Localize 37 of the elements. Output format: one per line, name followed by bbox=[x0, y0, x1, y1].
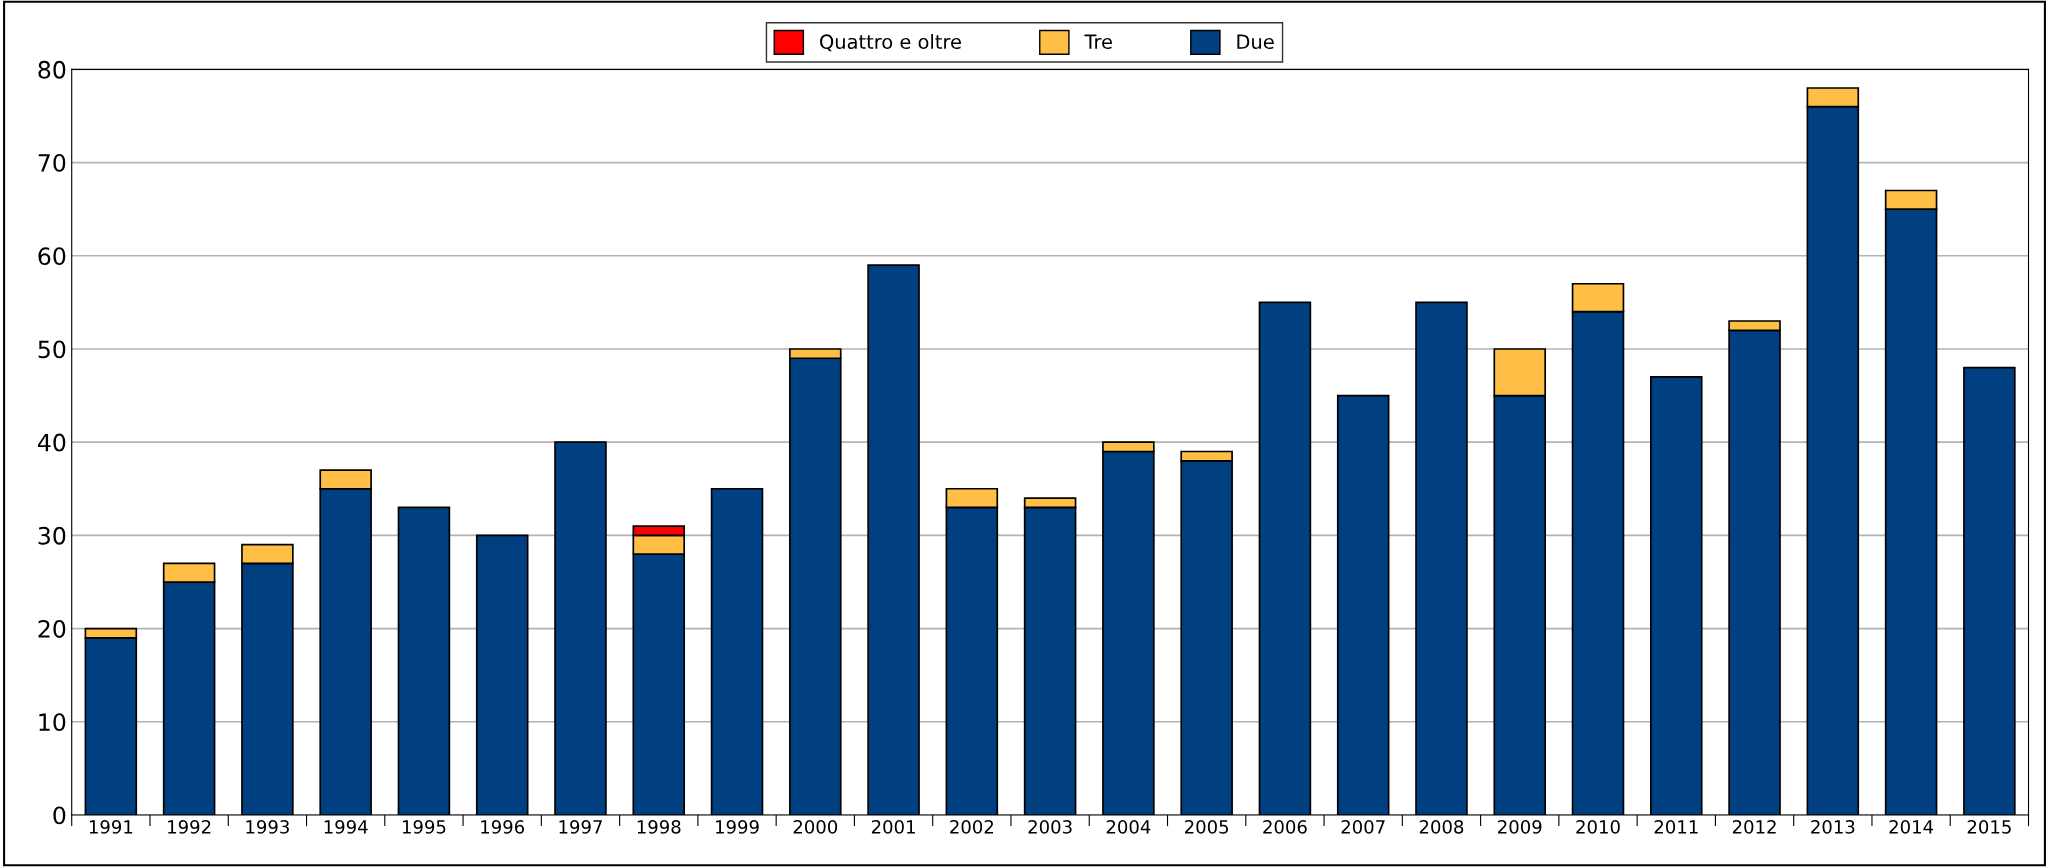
x-tick-label: 2010 bbox=[1576, 820, 1620, 834]
legend-label: Quattro e oltre bbox=[820, 34, 961, 52]
x-tick-label: 2006 bbox=[1263, 820, 1307, 834]
x-tick-label: 2000 bbox=[793, 820, 838, 834]
y-tick-label: 0 bbox=[53, 806, 66, 825]
x-tick-label: 2002 bbox=[950, 820, 994, 834]
y-tick-label: 70 bbox=[38, 154, 66, 172]
y-tick-label: 40 bbox=[37, 433, 66, 452]
x-tick-label: 2008 bbox=[1419, 820, 1464, 834]
x-tick-label: 2001 bbox=[871, 820, 915, 834]
x-tick-label: 2004 bbox=[1106, 820, 1151, 834]
x-tick-label: 2009 bbox=[1498, 820, 1542, 834]
x-tick-label: 1993 bbox=[246, 820, 289, 834]
x-tick-label: 2011 bbox=[1654, 820, 1698, 834]
x-tick-label: 1991 bbox=[89, 820, 133, 834]
x-tick-label: 2013 bbox=[1811, 820, 1855, 834]
legend-label: Tre bbox=[1084, 34, 1112, 50]
legend-label: Due bbox=[1237, 34, 1274, 50]
x-tick-label: 1996 bbox=[481, 820, 525, 834]
x-tick-label: 1999 bbox=[716, 820, 759, 834]
y-tick-label: 20 bbox=[38, 620, 66, 638]
x-tick-label: 1995 bbox=[402, 820, 446, 834]
x-tick-label: 2014 bbox=[1889, 820, 1934, 834]
x-tick-label: 1994 bbox=[324, 820, 368, 834]
y-tick-label: 10 bbox=[39, 713, 66, 732]
y-tick-label: 50 bbox=[38, 340, 66, 359]
y-tick-label: 80 bbox=[38, 60, 66, 79]
x-tick-label: 2012 bbox=[1732, 820, 1776, 834]
x-tick-label: 1997 bbox=[559, 820, 602, 834]
x-tick-label: 2007 bbox=[1341, 820, 1385, 834]
y-tick-label: 30 bbox=[38, 526, 66, 545]
y-tick-label: 60 bbox=[38, 247, 66, 266]
x-tick-label: 1992 bbox=[168, 820, 211, 834]
x-tick-label: 1998 bbox=[637, 820, 681, 834]
x-tick-label: 2003 bbox=[1028, 820, 1072, 834]
x-tick-label: 2005 bbox=[1185, 820, 1229, 834]
x-tick-label: 2015 bbox=[1967, 820, 2011, 834]
